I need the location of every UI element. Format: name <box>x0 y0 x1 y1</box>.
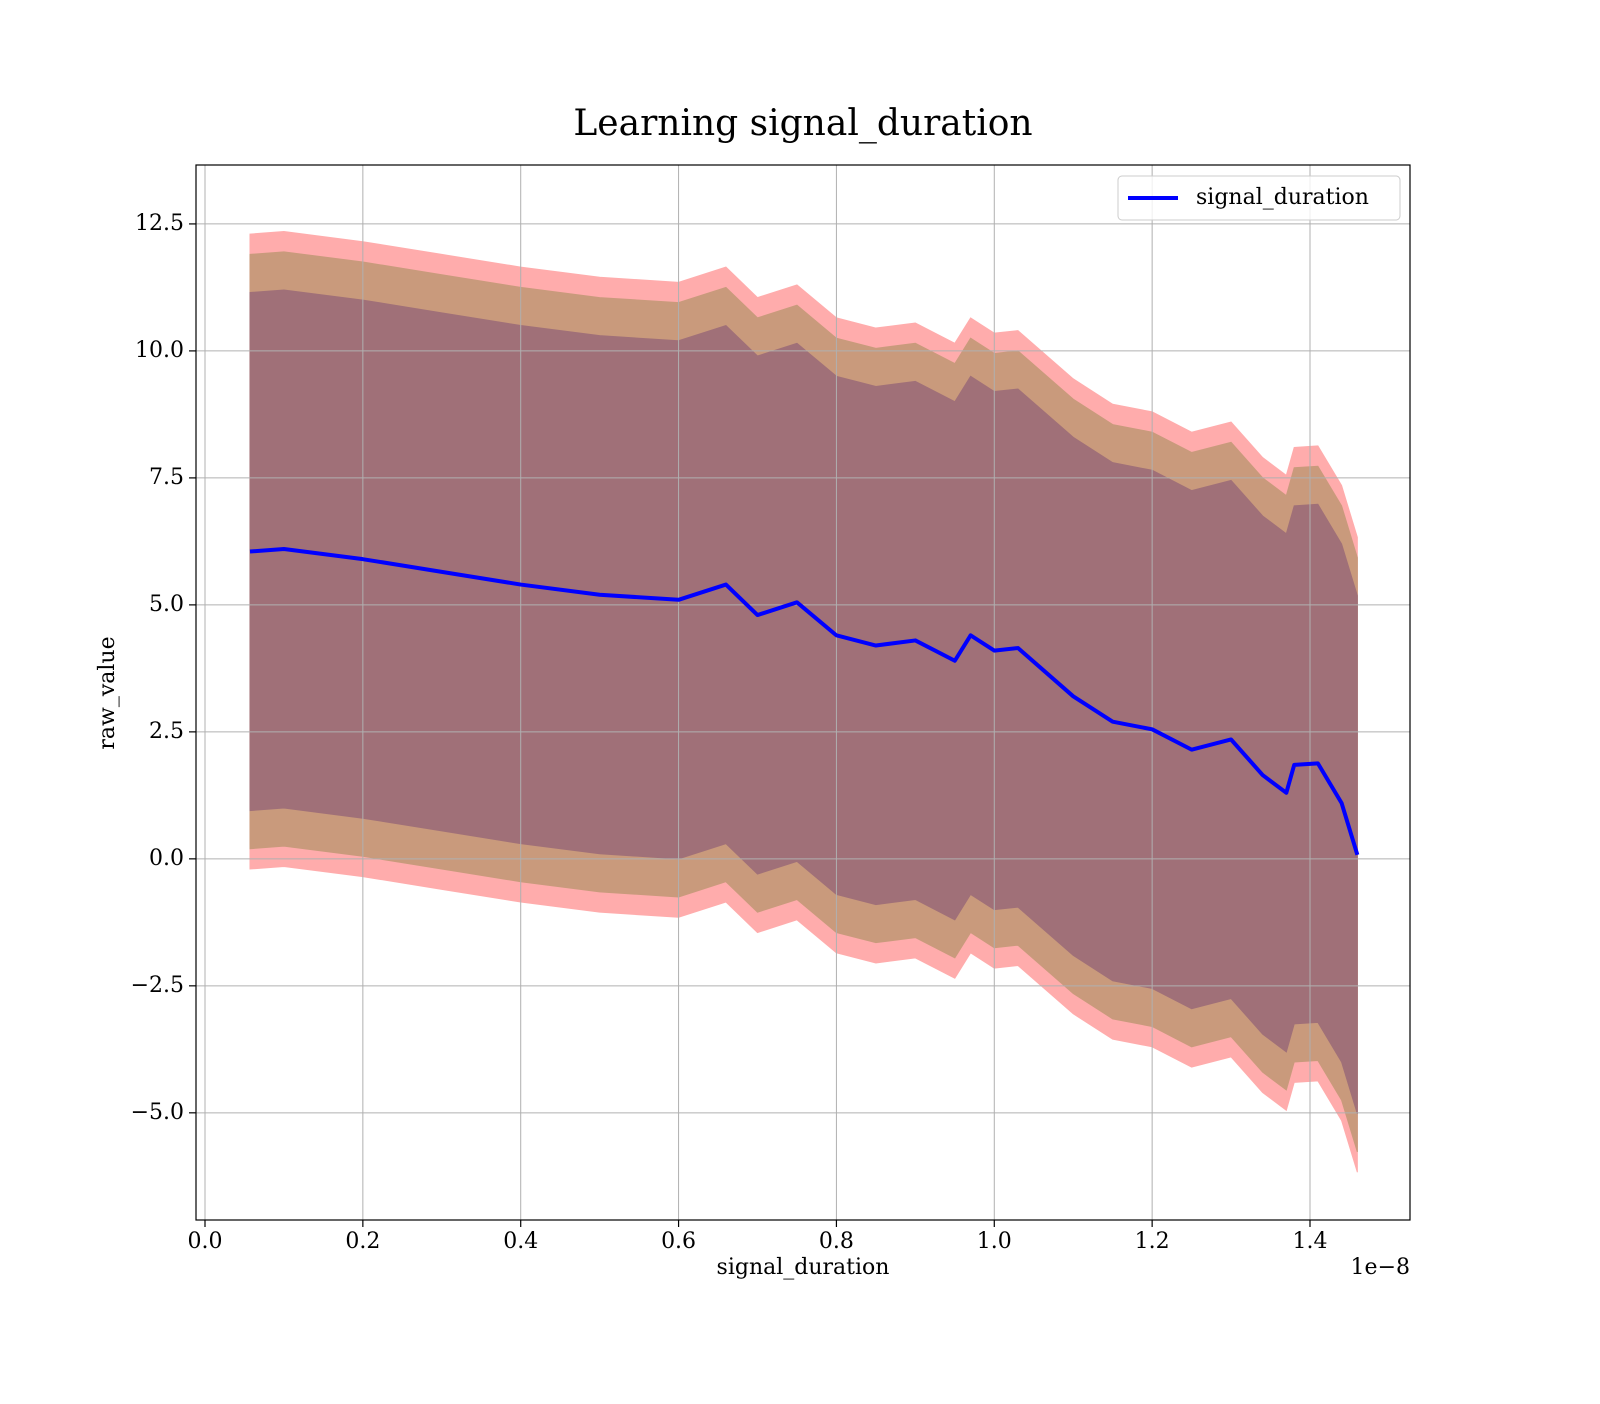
legend-box <box>1117 175 1401 221</box>
y-tick-label: 10.0 <box>135 338 184 363</box>
legend: signal_duration <box>1117 175 1401 221</box>
series-line <box>249 547 1360 856</box>
y-tick-label: 12.5 <box>135 211 184 236</box>
legend-label: signal_duration <box>1196 185 1369 210</box>
x-tick-label: 1.4 <box>1292 1229 1327 1254</box>
x-tick-label: 0.6 <box>661 1229 696 1254</box>
x-tick-label: 0.8 <box>819 1229 854 1254</box>
y-tick-label: 5.0 <box>149 592 184 617</box>
y-tick-label: 7.5 <box>149 465 184 490</box>
x-tick-label: 1.2 <box>1135 1229 1170 1254</box>
plot-frame <box>195 164 1411 1221</box>
x-axis-label: signal_duration <box>717 1255 890 1280</box>
chart-title: Learning signal_duration <box>573 103 1032 144</box>
y-axis-label: raw_value <box>95 636 120 749</box>
x-tick-label: 0.2 <box>345 1229 380 1254</box>
y-tick-label: 0.0 <box>149 846 184 871</box>
x-tick-label: 1.0 <box>977 1229 1012 1254</box>
x-tick-label: 0.4 <box>503 1229 538 1254</box>
y-tick-label: −2.5 <box>131 973 184 998</box>
x-tick-label: 0.0 <box>187 1229 222 1254</box>
y-tick-label: 2.5 <box>149 719 184 744</box>
y-tick-label: −5.0 <box>131 1100 184 1125</box>
x-offset-label: 1e−8 <box>1351 1255 1410 1280</box>
band-area <box>249 289 1358 1114</box>
